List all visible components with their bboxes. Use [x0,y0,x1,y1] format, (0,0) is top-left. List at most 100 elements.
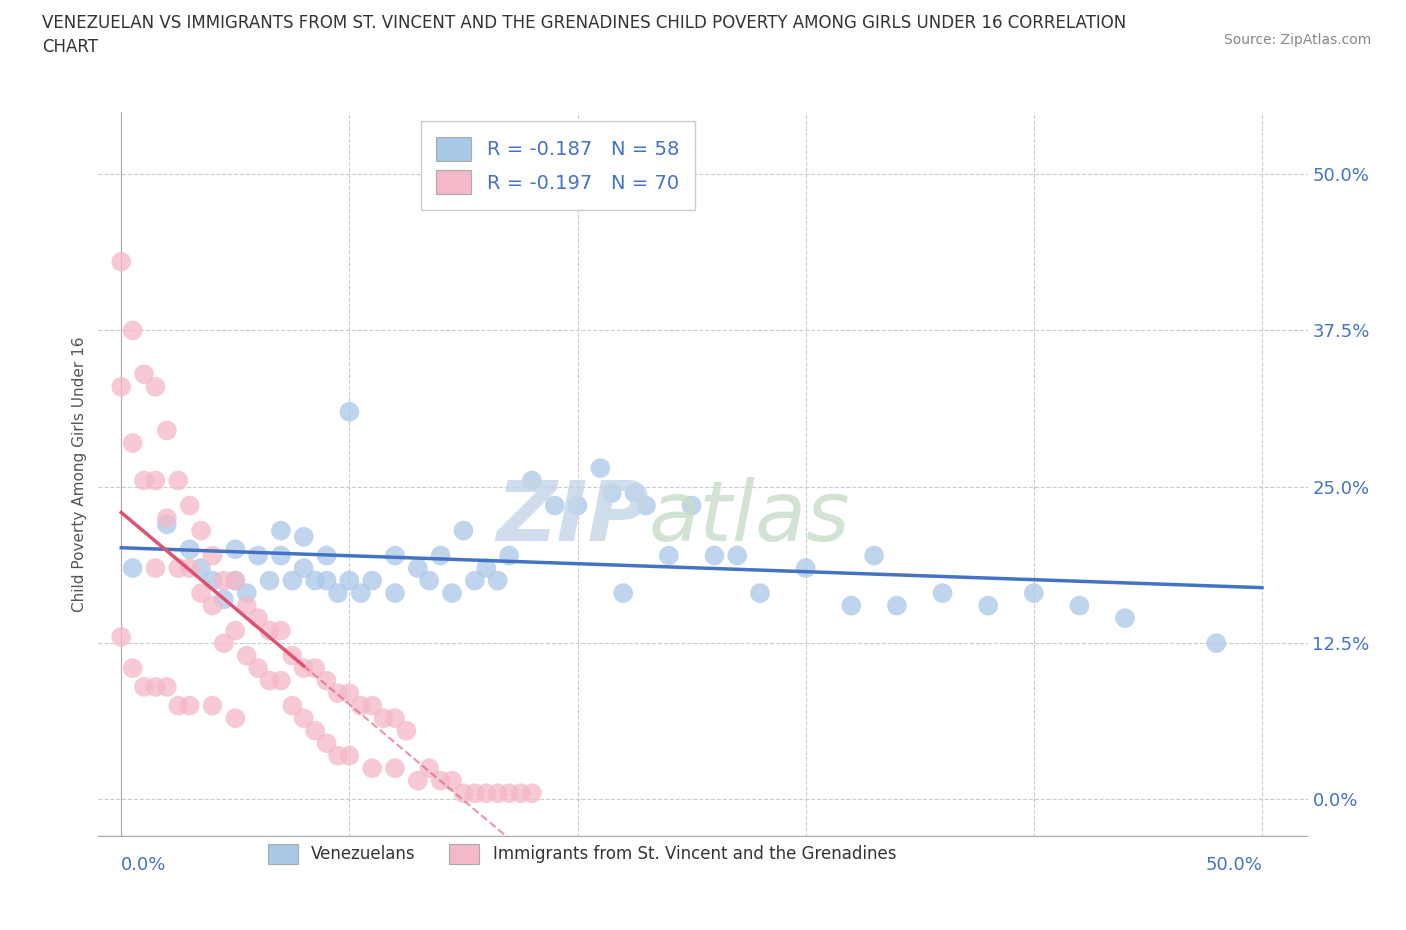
Point [167,473,190,488]
Point [179,561,201,576]
Point [224,573,246,588]
Point [145,680,167,695]
Point [201,698,224,713]
Point [224,573,246,588]
Point [304,573,326,588]
Point [281,648,304,663]
Point [315,573,337,588]
Point [498,786,520,801]
Point [121,323,143,338]
Point [121,660,143,675]
Point [281,698,304,713]
Point [475,561,498,576]
Point [179,698,201,713]
Point [315,548,337,563]
Point [145,379,167,394]
Point [418,573,440,588]
Point [270,524,292,538]
Point [1205,636,1227,651]
Point [520,473,543,488]
Point [179,542,201,557]
Point [145,473,167,488]
Point [110,379,132,394]
Point [337,405,360,419]
Point [156,423,179,438]
Point [156,517,179,532]
Point [259,673,281,688]
Point [326,586,349,601]
Point [235,586,257,601]
Point [441,773,464,788]
Point [224,542,246,557]
Point [281,573,304,588]
Point [464,786,486,801]
Point [190,561,212,576]
Point [235,648,257,663]
Point [145,561,167,576]
Point [315,673,337,688]
Point [977,598,1000,613]
Point [681,498,703,513]
Text: 0.0%: 0.0% [121,856,166,874]
Point [384,711,406,725]
Point [839,598,862,613]
Point [863,548,886,563]
Point [315,736,337,751]
Point [658,548,681,563]
Point [1114,611,1136,626]
Point [567,498,589,513]
Point [270,623,292,638]
Point [725,548,748,563]
Point [498,548,520,563]
Point [589,460,612,475]
Point [395,724,418,738]
Point [350,698,373,713]
Point [634,498,657,513]
Point [259,623,281,638]
Point [520,786,543,801]
Text: 50.0%: 50.0% [1205,856,1263,874]
Point [132,473,155,488]
Point [212,573,235,588]
Point [167,698,190,713]
Point [361,761,384,776]
Point [475,786,498,801]
Point [247,548,270,563]
Point [361,698,384,713]
Point [1022,586,1045,601]
Text: VENEZUELAN VS IMMIGRANTS FROM ST. VINCENT AND THE GRENADINES CHILD POVERTY AMONG: VENEZUELAN VS IMMIGRANTS FROM ST. VINCEN… [42,14,1126,56]
Point [544,498,567,513]
Point [110,630,132,644]
Point [201,573,224,588]
Point [361,573,384,588]
Point [270,673,292,688]
Point [292,561,315,576]
Point [486,573,509,588]
Point [259,573,281,588]
Point [373,711,395,725]
Point [304,724,326,738]
Point [441,586,464,601]
Point [201,548,224,563]
Point [326,749,349,764]
Point [600,485,623,500]
Point [247,660,270,675]
Point [703,548,725,563]
Point [384,761,406,776]
Point [486,786,509,801]
Point [156,511,179,525]
Point [235,598,257,613]
Point [179,498,201,513]
Text: Source: ZipAtlas.com: Source: ZipAtlas.com [1223,33,1371,46]
Point [156,680,179,695]
Point [167,561,190,576]
Point [190,524,212,538]
Point [304,660,326,675]
Point [418,761,440,776]
Point [212,636,235,651]
Point [453,786,475,801]
Point [292,529,315,544]
Point [612,586,634,601]
Point [270,548,292,563]
Point [121,435,143,450]
